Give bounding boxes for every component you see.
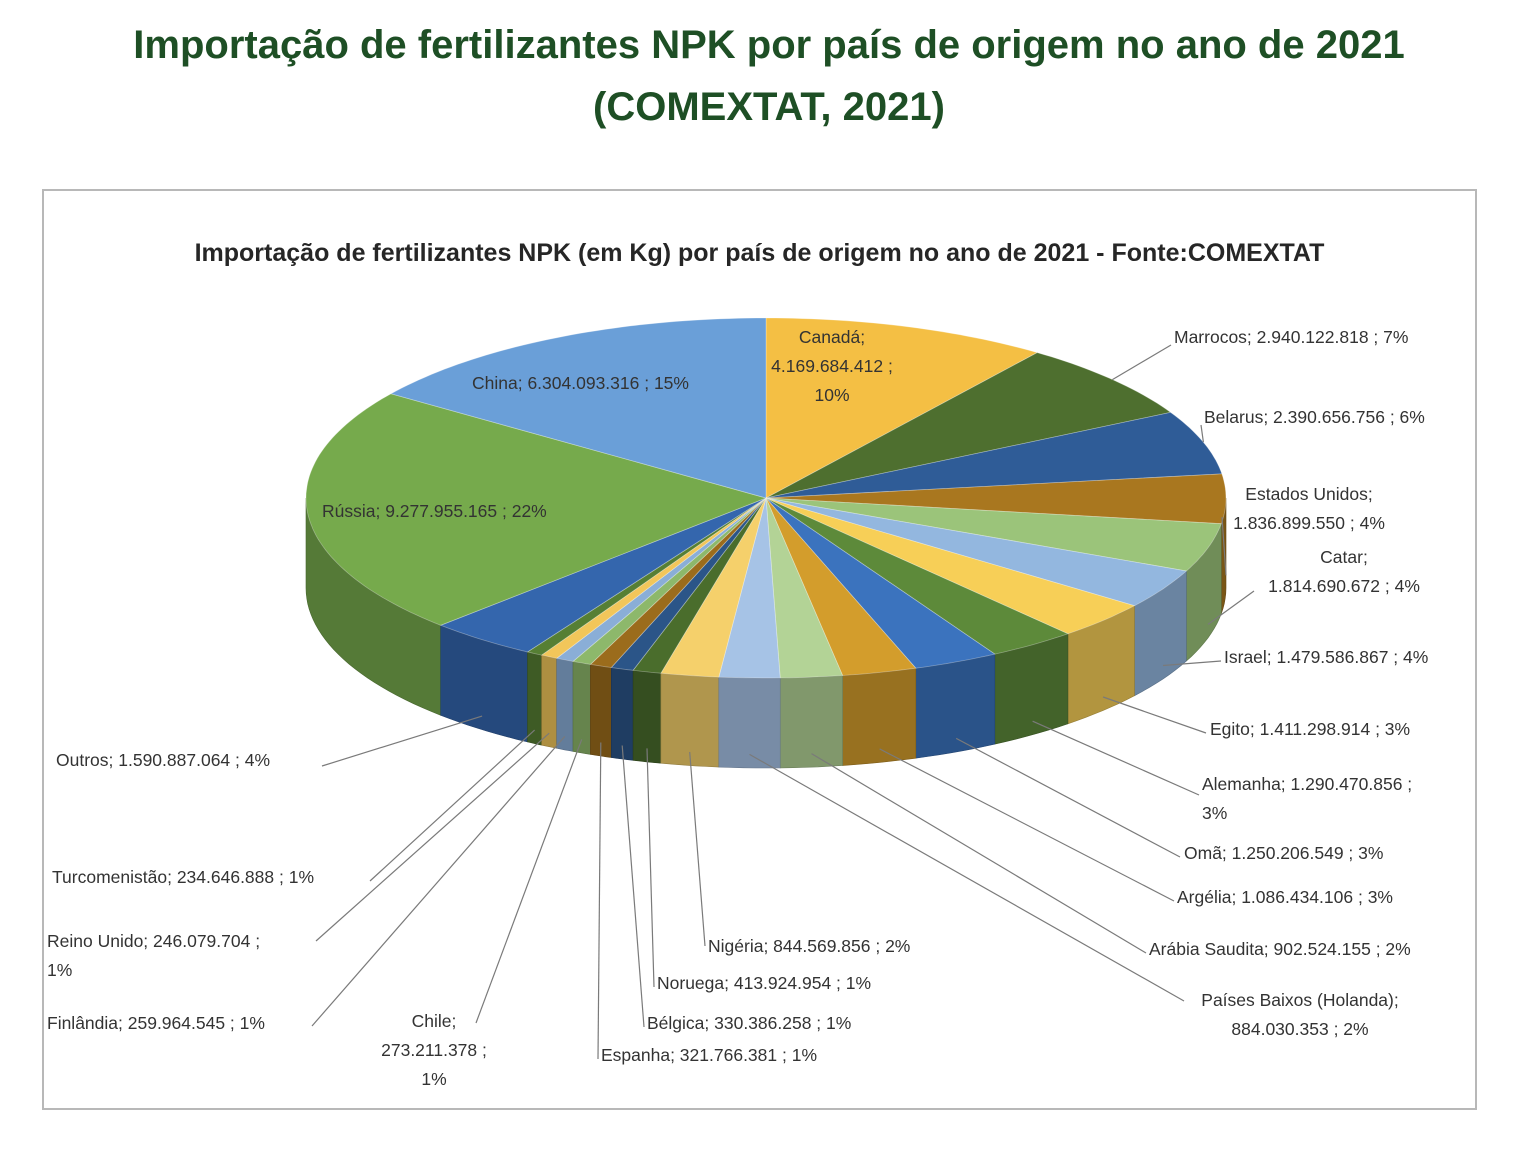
leader-line [749,753,1185,1002]
slice-label-b-lgica: Bélgica; 330.386.258 ; 1% [647,1013,851,1033]
pie-slice-egito [765,497,1136,635]
slice-label-om-: Omã; 1.250.206.549 ; 3% [1184,843,1383,863]
leader-line [689,751,706,947]
slice-label-chile: Chile; 273.211.378 ; 1% [381,1011,487,1089]
slice-label-catar: Catar; 1.814.690.672 ; 4% [1268,547,1420,596]
pie-slice-alemanha [765,497,1069,655]
leader-line [1207,590,1255,625]
leader-line [475,739,583,1024]
slice-label-nig-ria: Nigéria; 844.569.856 ; 2% [708,936,910,956]
slice-label-china: China; 6.304.093.316 ; 15% [472,373,689,393]
pie-tops [305,317,1227,679]
leader-line [1200,424,1204,443]
pie-slice-nig-ria [660,497,767,678]
leader-line [369,729,536,882]
pie-side-arg-lia [842,667,917,766]
slice-labels: Canadá; 4.169.684.412 ; 10% Marrocos; 2.940… [47,327,1428,1089]
pie-slice-china [389,317,767,499]
chart-title: Importação de fertilizantes NPK (em Kg) … [194,239,1325,267]
pie-slice-outros [439,497,767,653]
pie-slice-israel [765,497,1188,607]
slice-label-alemanha: Alemanha; 1.290.470.856 ; 3% [1202,774,1412,823]
slice-label-pa-ses-baixos-holanda-: Países Baixos (Holanda); 884.030.353 ; 2% [1201,990,1398,1039]
slice-label-estados-unidos: Estados Unidos; 1.836.899.550 ; 4% [1233,484,1385,533]
slice-label-egito: Egito; 1.411.298.914 ; 3% [1210,719,1410,739]
leader-lines [311,344,1255,1060]
pie-slice-arg-lia [765,497,917,676]
leader-line [879,748,1175,902]
pie-side-nig-ria [660,672,720,768]
leader-line [1102,696,1207,734]
leader-line [811,753,1147,954]
slice-label-r-ssia: Rússia; 9.277.955.165 ; 22% [322,501,547,521]
leader-line [955,737,1181,858]
slice-label-belarus: Belarus; 2.390.656.756 ; 6% [1204,407,1425,427]
pie-slice-estados-unidos [765,473,1227,525]
leader-line [311,736,566,1027]
leader-line [621,745,645,1028]
leader-line [597,742,602,1060]
slice-label-marrocos: Marrocos; 2.940.122.818 ; 7% [1174,327,1408,347]
pie-slice-belarus [765,411,1223,499]
pie-slice-catar [765,497,1222,572]
page-title-line1: Importação de fertilizantes NPK por país… [133,23,1405,67]
pie-slice-ar-bia-saudita [765,497,844,679]
pie-chart: Canadá; 4.169.684.412 ; 10% Marrocos; 2.940… [47,317,1428,1089]
leader-line [646,748,655,988]
pie-slice-canad- [765,317,1039,499]
page-title-line2: (COMEXTAT, 2021) [593,85,945,129]
pie-side-om- [915,653,996,759]
pie-side-pa-ses-baixos-holanda- [718,676,781,769]
pie-side-finl-ndia [556,657,574,752]
slice-label-espanha: Espanha; 321.766.381 ; 1% [601,1045,817,1065]
leader-line [1221,516,1227,576]
pie-slice-pa-ses-baixos-holanda- [718,497,781,679]
slice-label-reino-unido: Reino Unido; 246.079.704 ; 1% [47,931,260,980]
slice-label-ar-bia-saudita: Arábia Saudita; 902.524.155 ; 2% [1149,939,1411,959]
pie-side-turcomenist-o [527,651,542,746]
slice-label-finl-ndia: Finlândia; 259.964.545 ; 1% [47,1013,265,1033]
leader-line [1162,660,1222,667]
slice-label-outros: Outros; 1.590.887.064 ; 4% [56,750,270,770]
leader-line [315,732,550,942]
pie-side-noruega [632,669,662,764]
slice-label-arg-lia: Argélia; 1.086.434.106 ; 3% [1177,887,1393,907]
pie-side-outros [440,624,528,743]
slice-label-israel: Israel; 1.479.586.867 ; 4% [1224,647,1428,667]
slice-label-noruega: Noruega; 413.924.954 ; 1% [657,973,871,993]
leader-line [321,715,483,767]
leader-line [1112,344,1172,381]
slice-label-turcomenist-o: Turcomenistão; 234.646.888 ; 1% [52,867,314,887]
pie-slice-r-ssia [305,393,768,626]
page-title: Importação de fertilizantes NPK por país… [0,14,1538,138]
leader-line [1032,720,1200,796]
pie-slice-om- [765,497,996,669]
chart-frame: Importação de fertilizantes NPK (em Kg) … [42,189,1477,1110]
pie-side-reino-unido [541,654,557,749]
slice-label-canad-: Canadá; 4.169.684.412 ; 10% [771,327,893,405]
